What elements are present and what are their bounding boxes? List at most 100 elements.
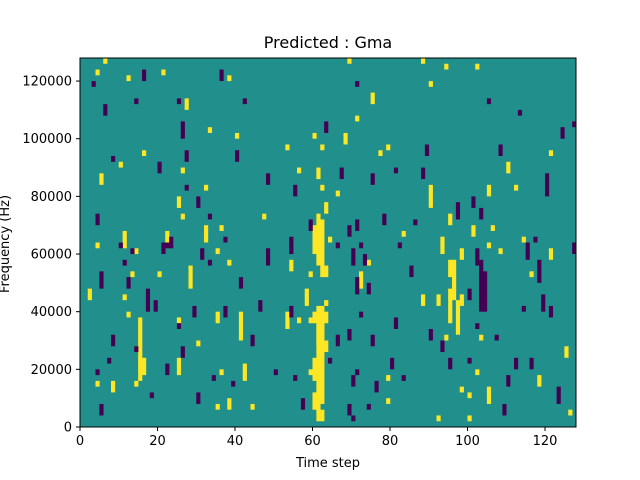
heatmap-cell-high xyxy=(304,288,309,306)
heatmap-cell-low xyxy=(99,403,104,416)
heatmap-cell-low xyxy=(238,277,244,289)
heatmap-cell-low xyxy=(122,259,127,266)
heatmap-cell-low xyxy=(556,386,561,404)
heatmap-cell-high xyxy=(498,248,503,255)
heatmap-cell-low xyxy=(506,375,511,387)
heatmap-cell-low xyxy=(289,305,294,318)
heatmap-cell-low xyxy=(258,300,263,312)
heatmap-cell-low xyxy=(145,288,151,312)
heatmap-cell-high xyxy=(103,58,108,64)
heatmap-cell-high xyxy=(122,230,127,249)
heatmap-cell-low xyxy=(455,202,461,220)
heatmap-cell-high xyxy=(459,248,464,260)
heatmap-cell-high xyxy=(138,317,143,381)
heatmap-cell-high xyxy=(459,386,464,393)
heatmap-cell-low xyxy=(347,328,352,341)
heatmap-cell-high xyxy=(118,161,123,168)
heatmap-cell-high xyxy=(475,63,480,70)
heatmap-cell-high xyxy=(227,259,232,266)
heatmap-cell-high xyxy=(130,271,135,278)
heatmap-cell-high xyxy=(99,173,104,185)
heatmap-cell-low xyxy=(521,305,526,312)
heatmap-cell-high xyxy=(347,58,352,64)
heatmap-cell-low xyxy=(266,173,271,185)
y-axis: 0 20000 40000 60000 80000 100000 120000 xyxy=(22,75,80,436)
heatmap-cell-high xyxy=(548,248,554,260)
heatmap-cell-high xyxy=(324,311,329,324)
heatmap-cell-high xyxy=(448,213,453,226)
heatmap-cell-high xyxy=(126,311,131,318)
heatmap-cell-high xyxy=(188,265,193,289)
heatmap-cell-low xyxy=(134,98,139,105)
heatmap-cell-low xyxy=(293,375,298,381)
heatmap-cell-high xyxy=(324,300,329,306)
heatmap-cell-high xyxy=(204,225,209,243)
heatmap-cell-high xyxy=(95,380,100,387)
heatmap-cell-low xyxy=(95,213,100,226)
heatmap-cell-high xyxy=(343,132,348,145)
heatmap-cell-high xyxy=(215,403,220,410)
heatmap-cell-low xyxy=(545,173,550,197)
x-tick-label: 0 xyxy=(76,434,84,449)
heatmap-cell-high xyxy=(316,213,321,266)
heatmap-cell-low xyxy=(169,236,174,249)
heatmap-cell-high xyxy=(207,127,213,133)
heatmap-cell-low xyxy=(196,392,201,404)
heatmap-cell-low xyxy=(514,357,519,370)
heatmap-cell-low xyxy=(409,265,414,278)
heatmap-cell-high xyxy=(467,415,472,422)
y-tick-label: 120000 xyxy=(22,75,72,90)
heatmap-cell-low xyxy=(111,334,116,347)
heatmap-cell-low xyxy=(355,277,360,295)
heatmap-cell-low xyxy=(111,156,116,162)
heatmap-cell-high xyxy=(316,167,321,180)
heatmap-cell-low xyxy=(560,127,565,139)
heatmap-cell-high xyxy=(238,311,244,341)
heatmap-cell-high xyxy=(126,75,131,82)
heatmap-cell-high xyxy=(568,409,573,416)
heatmap-cell-low xyxy=(572,242,577,255)
heatmap-cell-low xyxy=(130,248,135,255)
heatmap-cell-high xyxy=(219,225,224,231)
heatmap-cell-low xyxy=(393,167,399,174)
heatmap-cell-low xyxy=(250,334,255,347)
heatmap-cell-high xyxy=(486,242,492,249)
heatmap-cell-low xyxy=(176,323,182,329)
heatmap-cell-low xyxy=(126,277,131,289)
heatmap-cell-low xyxy=(533,236,538,243)
heatmap-cell-low xyxy=(390,357,395,370)
heatmap-cell-high xyxy=(475,369,480,376)
heatmap-cell-low xyxy=(335,242,340,249)
heatmap-cell-low xyxy=(351,375,356,387)
heatmap-cell-high xyxy=(448,288,453,324)
high-value-cells xyxy=(87,58,573,422)
x-tick-label: 120 xyxy=(533,434,558,449)
heatmap-cell-low xyxy=(382,213,387,226)
heatmap-cell-high xyxy=(250,403,255,410)
heatmap-cell-high xyxy=(401,230,406,237)
heatmap-cell-high xyxy=(316,305,321,422)
heatmap-cell-high xyxy=(215,248,220,255)
heatmap-cell-low xyxy=(223,305,228,318)
heatmap-cell-low xyxy=(440,340,445,353)
heatmap-cell-high xyxy=(320,219,325,278)
heatmap-cell-low xyxy=(180,121,185,139)
heatmap-cell-low xyxy=(153,300,158,312)
heatmap-cell-low xyxy=(107,357,112,364)
heatmap-cell-low xyxy=(223,236,228,243)
heatmap-cell-low xyxy=(142,69,147,82)
heatmap-cell-high xyxy=(219,369,224,376)
heatmap-cell-low xyxy=(95,369,100,376)
heatmap-cell-high xyxy=(324,265,329,278)
y-tick-label: 100000 xyxy=(22,132,72,147)
heatmap-cell-low xyxy=(328,357,333,364)
heatmap-cell-low xyxy=(424,144,430,157)
heatmap-cell-high xyxy=(312,225,317,255)
heatmap-cell-high xyxy=(184,98,189,110)
heatmap-cell-low xyxy=(196,196,201,208)
heatmap-cell-low xyxy=(483,271,488,312)
heatmap-cell-low xyxy=(366,282,371,295)
heatmap-cell-high xyxy=(459,294,464,306)
heatmap-cell-low xyxy=(498,144,503,157)
y-tick-label: 80000 xyxy=(31,190,72,205)
